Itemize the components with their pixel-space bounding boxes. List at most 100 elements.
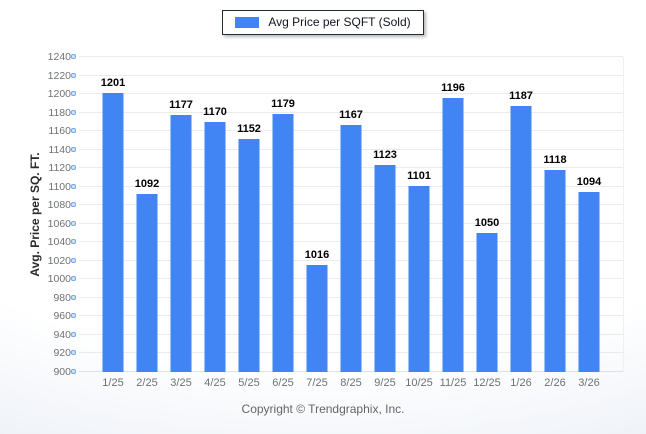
- bar-slot: 1179 6/25: [266, 57, 300, 389]
- bar-slot: 1101 10/25: [402, 57, 436, 389]
- copyright-text: Copyright © Trendgraphix, Inc.: [241, 402, 405, 416]
- bar-value-label: 1050: [474, 217, 500, 230]
- bar-value-label: 1196: [441, 81, 465, 94]
- bar-value-label: 1177: [169, 99, 193, 112]
- legend-swatch-icon: [235, 17, 260, 28]
- bar: [272, 113, 294, 372]
- bar-slot: 1152 5/25: [232, 57, 266, 389]
- bar: [544, 170, 566, 372]
- bar-value-label: 1179: [271, 97, 295, 110]
- plot-area: 900 920 940 960 980 1000 1020 1040 1060 1080 1100 1…: [48, 51, 624, 389]
- bar-value-label: 1101: [407, 169, 431, 182]
- bar-value-label: 1123: [373, 149, 397, 162]
- bar-slot: 1118 2/26: [538, 57, 572, 389]
- gridline: [79, 56, 623, 57]
- y-tick-label: 960: [53, 310, 71, 323]
- y-tick-label: 1240: [47, 51, 71, 63]
- bar-value-label: 1094: [576, 176, 602, 189]
- bar-slot: 1196 11/25: [436, 57, 470, 389]
- y-tick-mark: [71, 313, 76, 319]
- y-tick-mark: [71, 350, 76, 356]
- x-tick-label: 10/25: [405, 377, 433, 389]
- y-tick-mark: [71, 128, 76, 134]
- bar-slot: 1170 4/25: [198, 57, 232, 389]
- y-tick-label: 1180: [48, 106, 71, 119]
- y-tick-label: 980: [53, 291, 71, 304]
- x-tick-label: 7/25: [306, 377, 328, 389]
- y-tick-label: 1000: [47, 273, 71, 286]
- y-tick-mark: [71, 369, 76, 374]
- bar: [374, 165, 396, 372]
- y-tick-mark: [71, 183, 76, 189]
- bar-slot: 1177 3/25: [164, 57, 198, 389]
- bar-value-label: 1167: [339, 108, 363, 121]
- bar-value-label: 1170: [203, 105, 227, 118]
- bar-slot: 1167 8/25: [334, 57, 368, 389]
- y-tick-mark: [71, 220, 76, 226]
- y-tick-mark: [71, 202, 76, 208]
- bar: [476, 233, 498, 372]
- y-tick-label: 1160: [48, 125, 71, 138]
- bar-slot: 1050 12/25: [470, 57, 504, 389]
- bar-slot: 1016 7/25: [300, 57, 334, 389]
- bar: [204, 121, 226, 372]
- bar-value-label: 1016: [304, 248, 330, 261]
- bar: [102, 93, 124, 372]
- bar: [136, 194, 158, 372]
- bar-slot: 1187 1/26: [504, 57, 538, 389]
- x-tick-label: 1/25: [102, 377, 124, 389]
- x-tick-label: 3/26: [578, 377, 600, 389]
- y-tick-mark: [71, 91, 76, 97]
- y-axis-title: Avg. Price per SQ. FT.: [28, 152, 42, 277]
- y-tick-mark: [71, 294, 76, 300]
- legend: Avg Price per SQFT (Sold): [222, 10, 424, 35]
- bar-value-label: 1118: [543, 154, 567, 167]
- y-tick-label: 1100: [48, 180, 71, 193]
- gridline: [79, 93, 623, 95]
- x-tick-label: 2/26: [544, 377, 566, 389]
- y-tick-label: 1200: [47, 88, 71, 101]
- x-tick-label: 8/25: [340, 377, 362, 389]
- x-tick-label: 2/25: [136, 377, 158, 389]
- x-tick-label: 12/25: [473, 377, 501, 389]
- x-tick-label: 5/25: [238, 377, 260, 389]
- y-tick-label: 1040: [47, 236, 71, 249]
- bar: [442, 97, 464, 372]
- x-tick-label: 9/25: [374, 377, 396, 389]
- y-tick-label: 940: [53, 328, 71, 341]
- y-tick-mark: [71, 331, 76, 337]
- y-tick-label: 1120: [48, 162, 71, 175]
- y-tick-mark: [71, 239, 76, 245]
- y-tick-label: 1060: [47, 217, 71, 230]
- x-tick-label: 6/25: [272, 377, 294, 389]
- y-tick-mark: [71, 165, 76, 171]
- bar: [238, 138, 260, 372]
- bar-value-label: 1187: [509, 90, 533, 103]
- y-tick-label: 1020: [47, 254, 71, 267]
- bar: [510, 106, 532, 372]
- bar: [306, 264, 328, 372]
- bar-value-label: 1092: [134, 178, 160, 191]
- bar: [578, 192, 600, 372]
- bars-row: 1201 1/25 1092 2/25 1177 3/25 1170 4/25 1152 5/25…: [79, 57, 623, 389]
- y-tick-label: 900: [53, 366, 71, 378]
- y-tick-mark: [71, 146, 76, 152]
- bar-slot: 1094 3/26: [572, 57, 606, 389]
- y-tick-mark: [71, 72, 76, 78]
- bar: [340, 124, 362, 372]
- y-tick-mark: [71, 109, 76, 115]
- bar-slot: 1092 2/25: [130, 57, 164, 389]
- y-tick-label: 1080: [47, 199, 71, 212]
- y-tick-mark: [71, 257, 76, 263]
- x-tick-label: 1/26: [510, 377, 532, 389]
- y-tick-label: 1220: [47, 69, 71, 82]
- x-tick-label: 11/25: [439, 377, 467, 389]
- x-tick-label: 4/25: [204, 377, 226, 389]
- x-tick-label: 3/25: [170, 377, 192, 389]
- bar-value-label: 1152: [237, 122, 261, 135]
- y-tick-mark: [71, 276, 76, 282]
- bar-slot: 1201 1/25: [96, 57, 130, 389]
- gridline: [79, 74, 623, 76]
- bar: [170, 115, 192, 372]
